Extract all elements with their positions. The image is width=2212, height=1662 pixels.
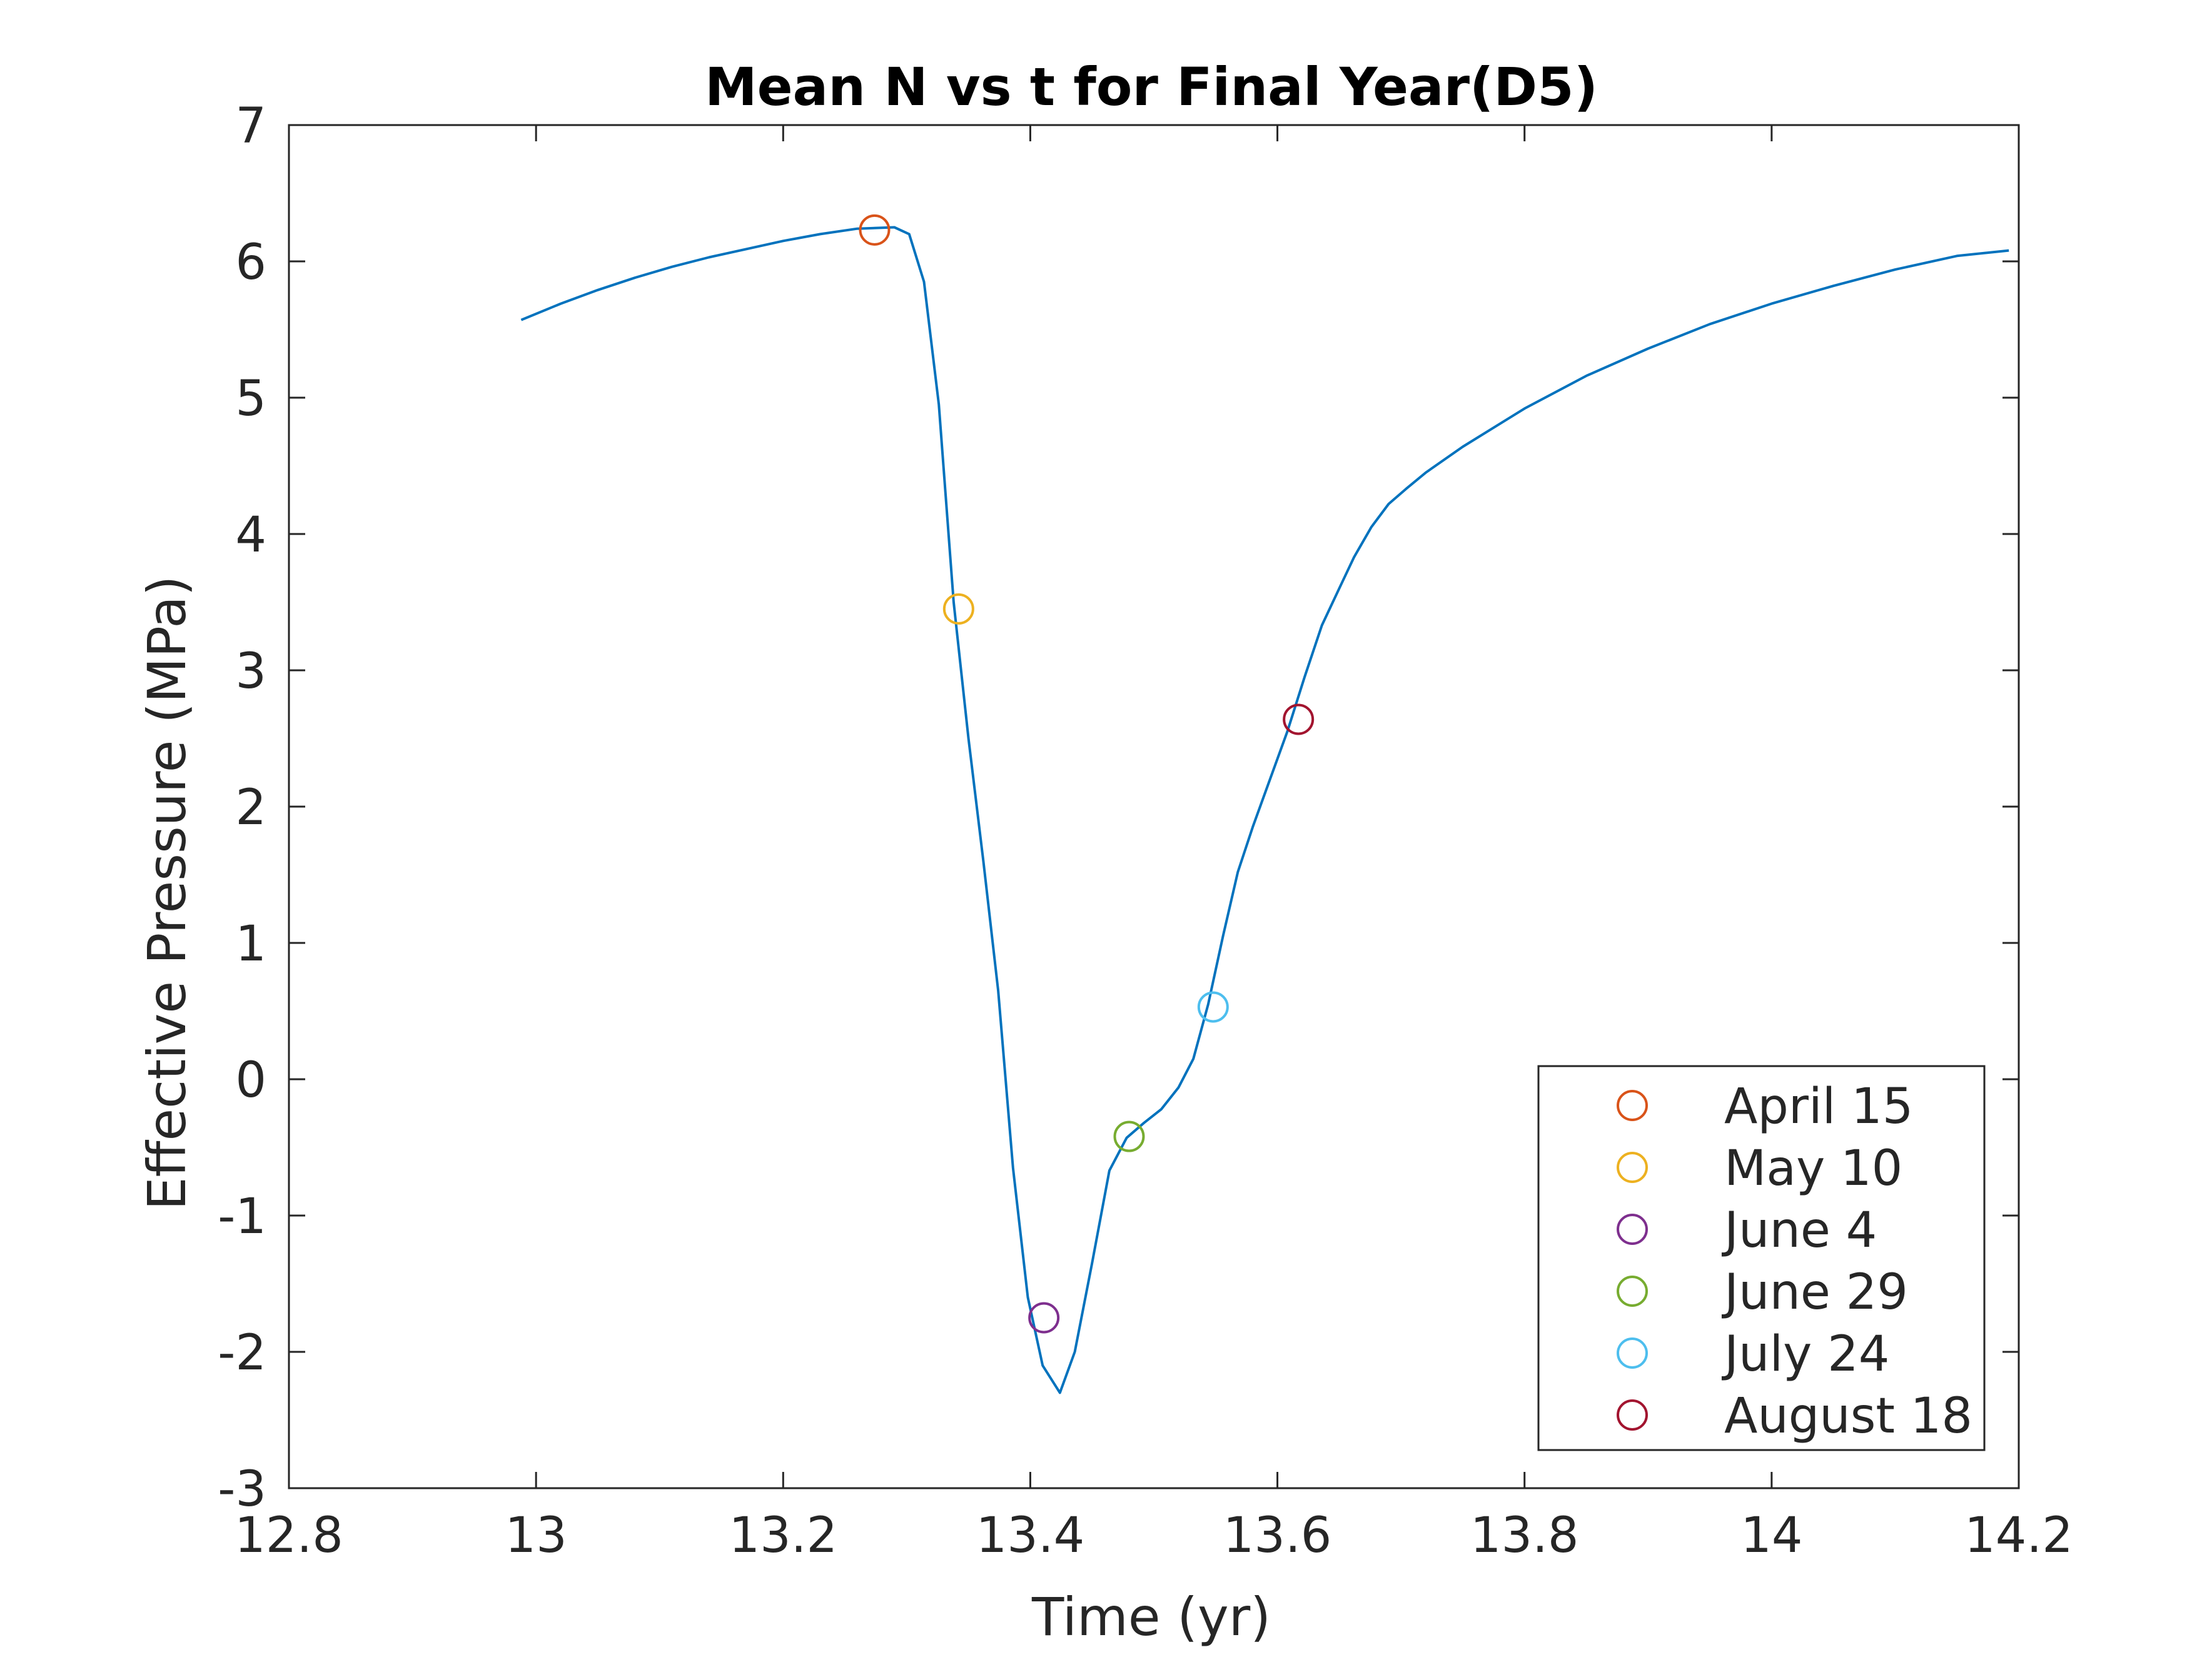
y-tick-label: -3	[218, 1461, 266, 1518]
x-tick-label: 12.8	[235, 1508, 343, 1564]
data-marker	[1028, 1302, 1060, 1334]
legend-marker	[1617, 1337, 1648, 1369]
data-marker	[1283, 703, 1315, 735]
legend-label: April 15	[1724, 1079, 1913, 1135]
y-tick-label: 2	[235, 780, 266, 836]
x-tick-label: 13.8	[1470, 1508, 1579, 1564]
legend-label: August 18	[1724, 1388, 1972, 1444]
legend-box	[1537, 1065, 1986, 1451]
x-tick-label: 13.6	[1223, 1508, 1332, 1564]
plot-area	[520, 226, 2009, 1394]
legend-label: June 4	[1721, 1202, 1877, 1259]
legend-marker	[1617, 1152, 1648, 1183]
legend-label: May 10	[1724, 1141, 1902, 1197]
x-tick-label: 14	[1740, 1508, 1802, 1564]
legend-marker	[1617, 1214, 1648, 1245]
y-tick-label: 1	[235, 916, 266, 972]
y-tick-label: -1	[218, 1189, 266, 1245]
x-tick-label: 13	[505, 1508, 567, 1564]
legend-label: June 29	[1721, 1264, 1908, 1321]
data-marker	[1197, 991, 1229, 1023]
legend-marker	[1617, 1090, 1648, 1121]
data-marker	[859, 214, 891, 246]
x-tick-label: 13.4	[976, 1508, 1085, 1564]
y-tick-label: 7	[235, 98, 266, 154]
y-tick-label: -2	[218, 1325, 266, 1381]
legend-label: July 24	[1721, 1326, 1889, 1382]
x-axis-label: Time (yr)	[1031, 1586, 1271, 1648]
y-tick-label: 6	[235, 234, 266, 291]
chart-title: Mean N vs t for Final Year(D5)	[705, 56, 1598, 118]
y-tick-label: 0	[235, 1052, 266, 1109]
x-tick-label: 13.2	[729, 1508, 837, 1564]
y-axis-label: Effective Pressure (MPa)	[136, 576, 198, 1211]
data-marker	[1113, 1121, 1145, 1152]
legend-marker	[1617, 1276, 1648, 1307]
legend-marker	[1617, 1399, 1648, 1431]
y-tick-label: 3	[235, 643, 266, 700]
series-line	[520, 226, 2009, 1394]
marker-layer	[859, 214, 1315, 1334]
y-tick-label: 5	[235, 371, 266, 427]
axes: 12.8 13 13.2 13.4 13.6 13.8 14 14.2 7 6 5 4 3 2 1 0 -1 -2…	[218, 98, 2073, 1564]
data-marker	[942, 593, 974, 625]
y-tick-label: 4	[235, 507, 266, 563]
x-tick-label: 14.2	[1964, 1508, 2073, 1564]
